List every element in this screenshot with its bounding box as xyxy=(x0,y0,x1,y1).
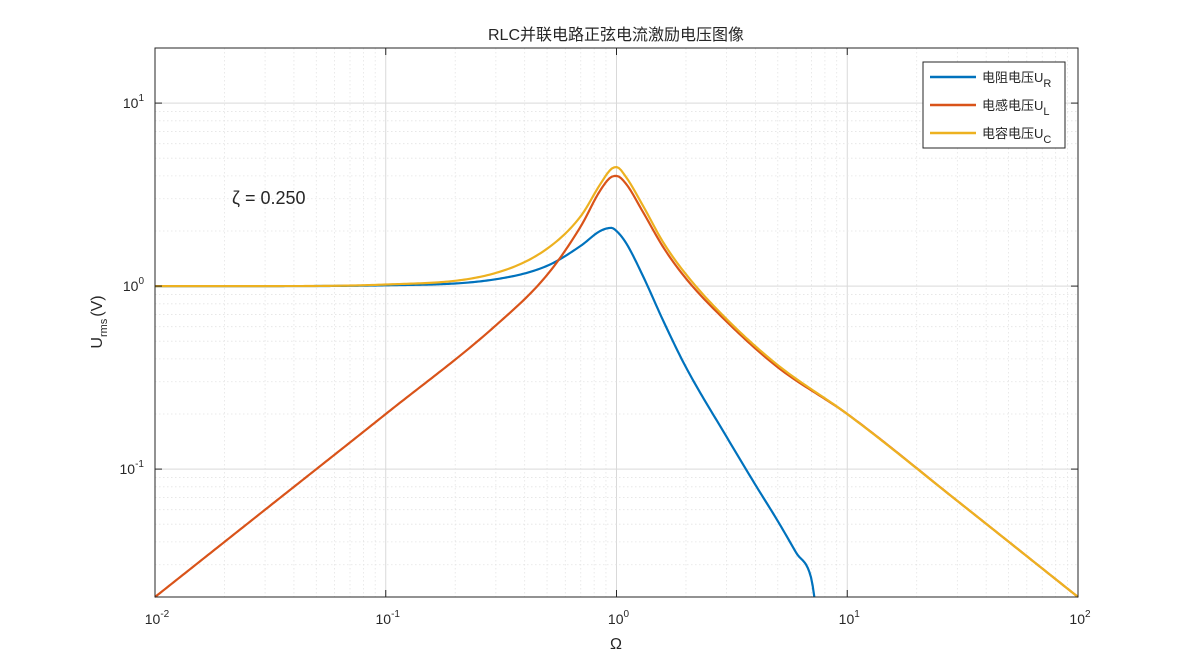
y-axis-label-subscript: rms xyxy=(98,318,110,337)
chart-title: RLC并联电路正弦电流激励电压图像 xyxy=(488,26,744,44)
legend-label-c: 电容电压UC xyxy=(982,126,1051,146)
y-tick-label: 100 xyxy=(123,276,145,294)
legend-label-l: 电感电压UL xyxy=(982,98,1050,118)
y-tick-label: 10-1 xyxy=(120,459,145,477)
y-axis-label: Urms (V) xyxy=(89,295,110,348)
legend: 电阻电压UR 电感电压UL 电容电压UC xyxy=(922,61,1066,149)
x-tick-label: 10-1 xyxy=(376,609,401,627)
series-line-c xyxy=(155,165,1079,598)
x-tick-label: 100 xyxy=(608,609,630,627)
zeta-annotation: ζ = 0.250 xyxy=(232,188,306,208)
legend-label-r: 电阻电压UR xyxy=(982,70,1051,90)
legend-items: 电阻电压UR 电感电压UL 电容电压UC xyxy=(930,70,1051,146)
y-axis-label-main: U xyxy=(89,337,106,349)
series-lines xyxy=(154,165,1079,598)
x-tick-label: 101 xyxy=(839,609,861,627)
y-axis-label-unit: (V) xyxy=(89,295,106,316)
x-axis-label: Ω xyxy=(610,636,622,653)
axis-ticks: 10-2 10-1 100 101 102 10-1 100 101 xyxy=(120,48,1091,627)
x-tick-label: 102 xyxy=(1069,609,1091,627)
x-tick-label: 10-2 xyxy=(145,609,170,627)
y-tick-label: 101 xyxy=(123,93,145,111)
